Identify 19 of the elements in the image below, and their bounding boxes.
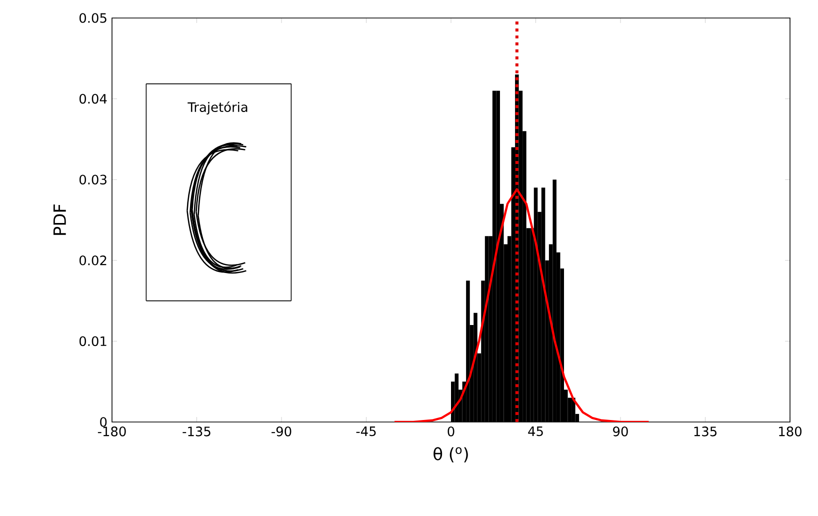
x-tick-label: 135: [694, 426, 716, 436]
y-tick-label: 0.01: [80, 336, 106, 346]
x-tick-label: 45: [528, 426, 543, 436]
x-tick-label: -135: [182, 426, 210, 436]
line-series: [393, 188, 650, 422]
x-axis-title: θ ($^{o}$): [434, 447, 468, 462]
x-tick-label: -180: [98, 426, 126, 436]
y-axis-title: PDF: [53, 204, 66, 235]
y-tick-label: 0: [100, 417, 107, 427]
x-tick-label: -90: [272, 426, 292, 436]
x-tick-label: 90: [613, 426, 628, 436]
x-tick-label: 180: [779, 426, 802, 436]
x-tick-label: 0: [448, 426, 454, 436]
annotation: Trajetória: [188, 101, 248, 115]
y-tick-label: 0.05: [80, 13, 106, 23]
x-tick-label: -45: [356, 426, 376, 436]
y-tick-label: 0.04: [80, 94, 107, 104]
y-tick-label: 0.03: [80, 174, 106, 184]
y-tick-label: 0.02: [80, 256, 106, 266]
